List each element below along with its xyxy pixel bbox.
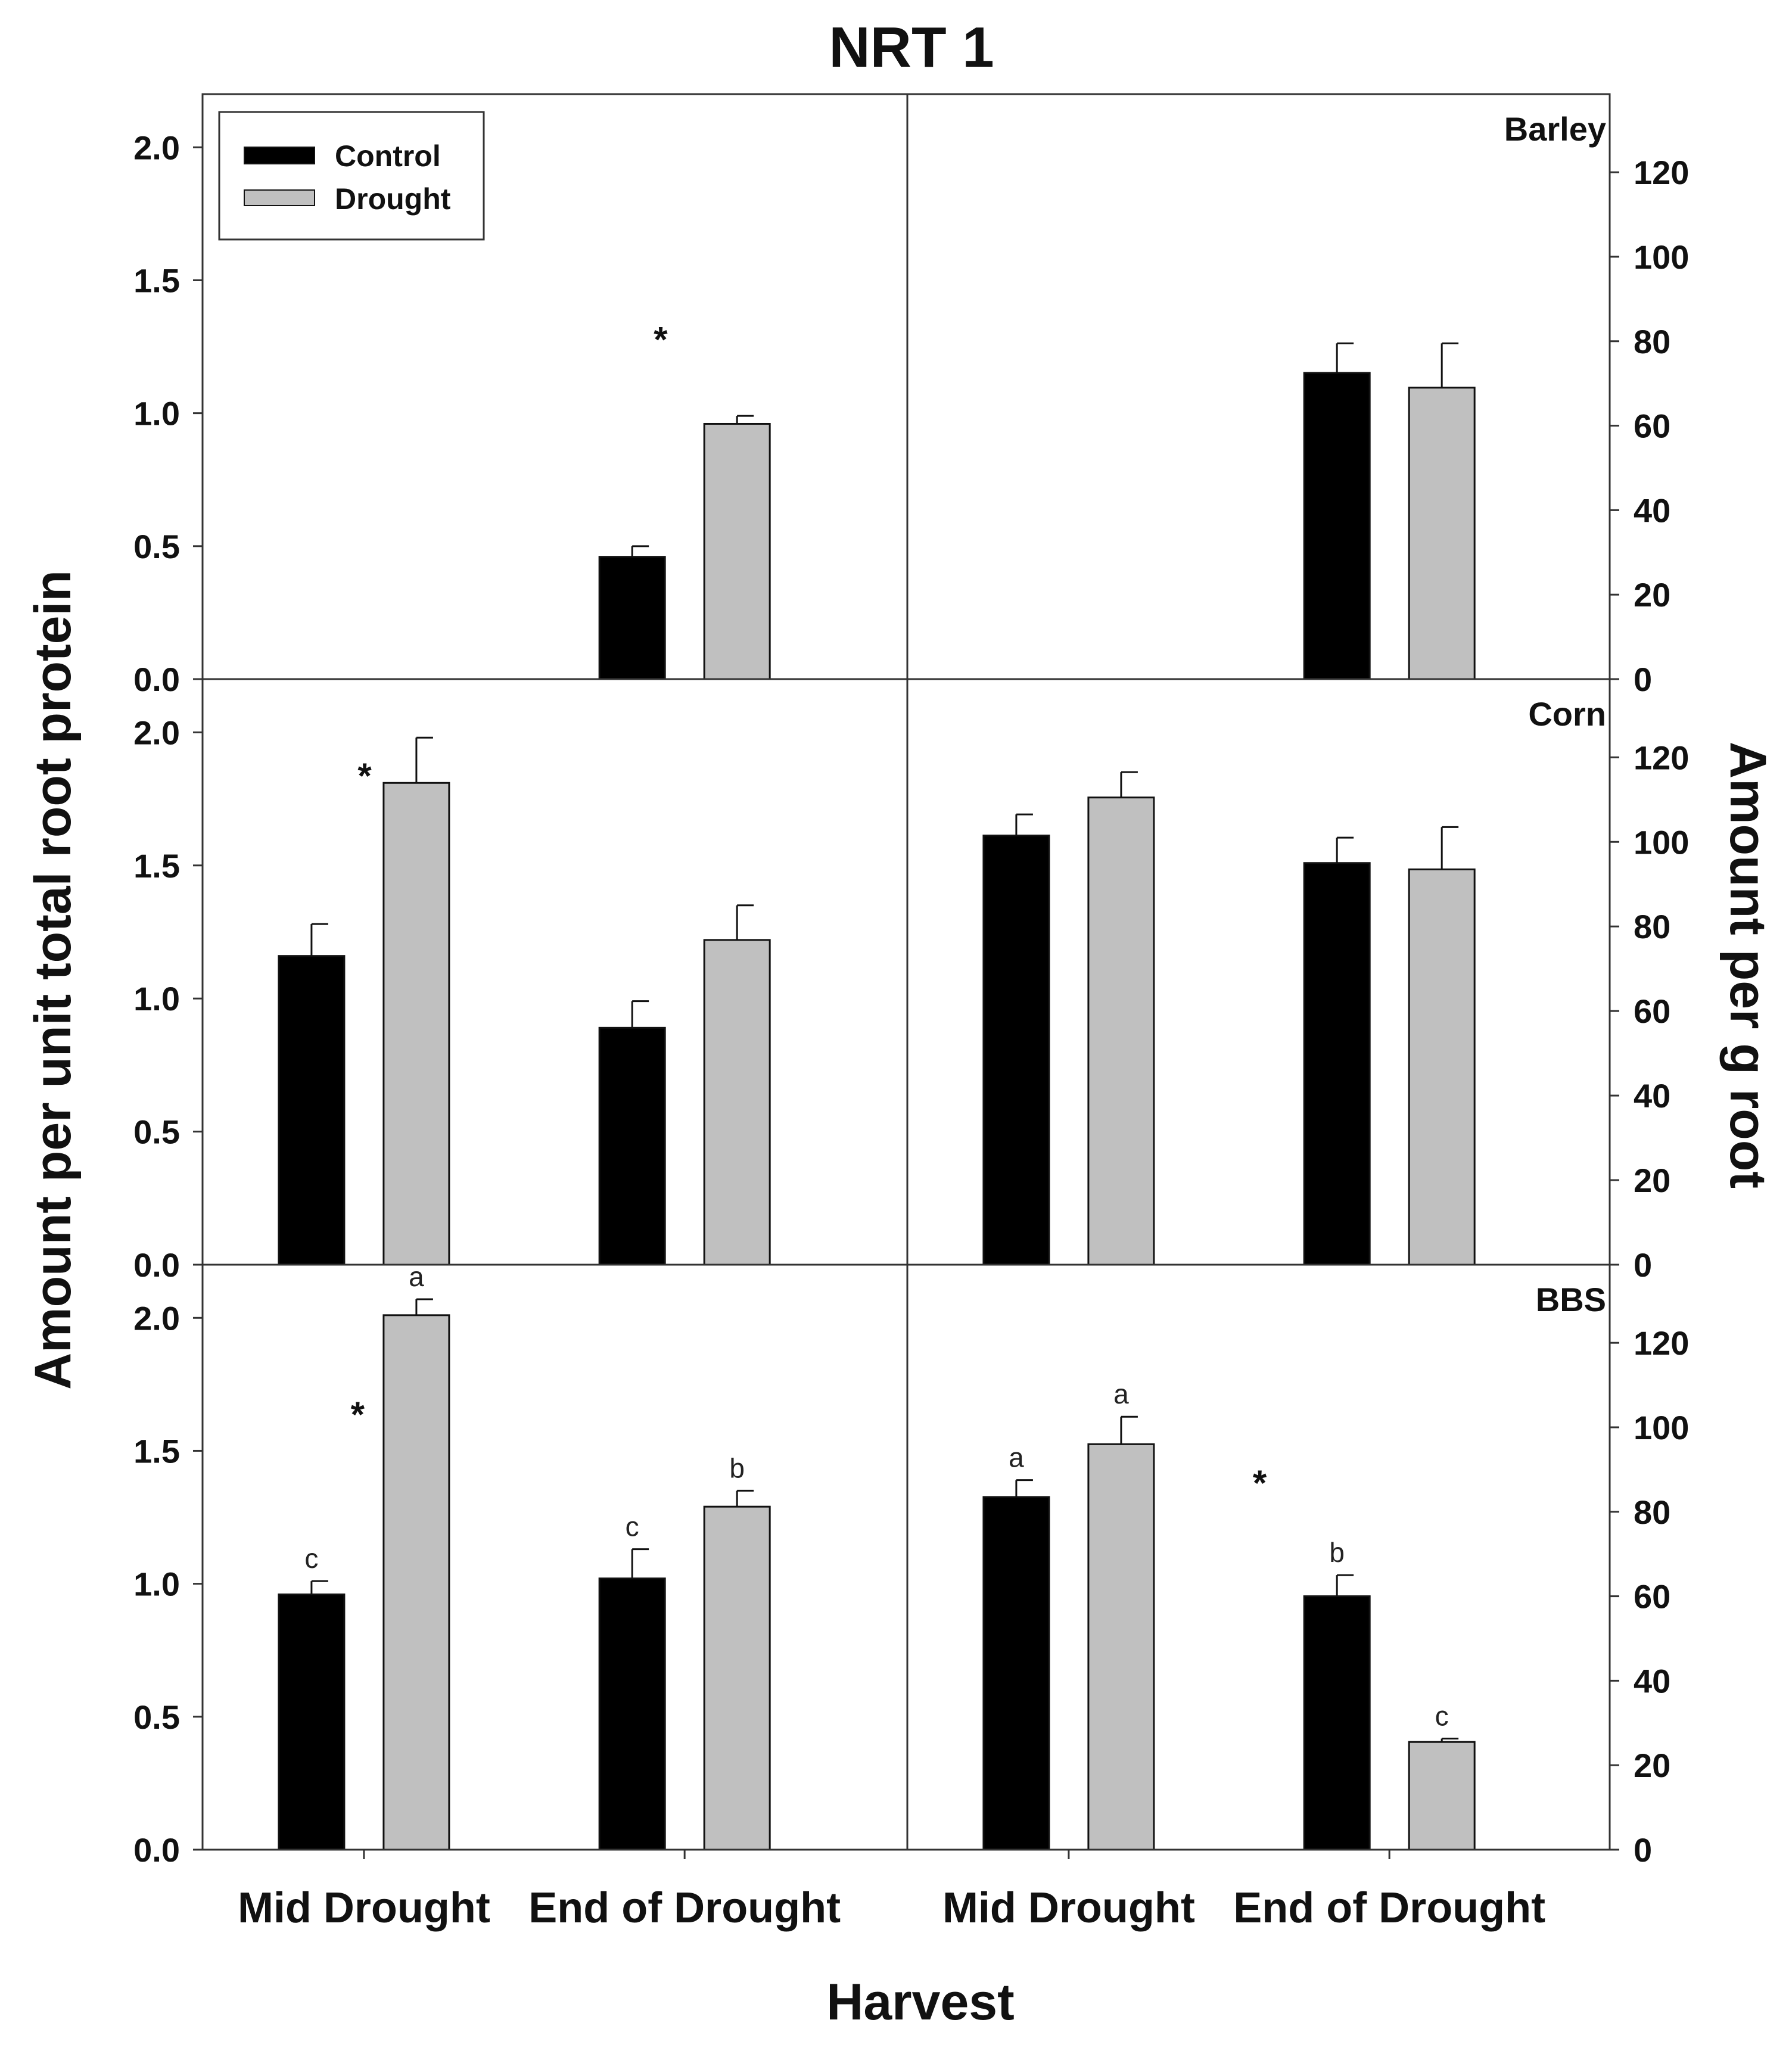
y-tick-label-left: 0.0: [133, 1246, 180, 1284]
y-tick-label-right: 120: [1634, 154, 1689, 191]
y-tick-label-left: 0.0: [133, 661, 180, 698]
y-tick-label-right: 0: [1634, 661, 1652, 698]
y-tick-label-right: 120: [1634, 739, 1689, 776]
legend-swatch-drought: [244, 189, 315, 206]
bar-bbs-right-control-0: [982, 1496, 1050, 1851]
y-tick-label-left: 0.5: [133, 1698, 180, 1736]
bar-corn-left-control-0: [278, 955, 346, 1266]
legend-swatch-control: [244, 147, 315, 164]
legend: Control Drought: [218, 111, 485, 241]
legend-box: [218, 111, 485, 241]
significance-asterisk: *: [351, 1395, 365, 1434]
y-tick-label-right: 60: [1634, 1578, 1670, 1616]
bar-bbs-right-drought-0: [1087, 1443, 1155, 1851]
bar-barley-left-control-1: [598, 556, 666, 680]
x-category-label: End of Drought: [528, 1884, 841, 1932]
legend-label-control: Control: [335, 139, 441, 173]
bar-bbs-left-drought-1: [703, 1505, 771, 1851]
y-axis-title-left: Amount per unit total root protein: [24, 570, 82, 1390]
significance-letter: a: [1113, 1378, 1129, 1409]
y-tick-label-right: 40: [1634, 1077, 1670, 1115]
y-tick-label-left: 0.0: [133, 1831, 180, 1869]
y-tick-label-right: 0: [1634, 1246, 1652, 1284]
significance-asterisk: *: [654, 320, 668, 360]
y-tick-label-right: 80: [1634, 908, 1670, 945]
bar-corn-left-drought-0: [382, 782, 450, 1266]
panel-label-bbs: BBS: [1536, 1281, 1606, 1318]
y-tick-label-left: 0.5: [133, 528, 180, 565]
y-tick-label-left: 1.0: [133, 395, 180, 432]
y-tick-label-right: 120: [1634, 1324, 1689, 1362]
significance-letter: a: [1009, 1442, 1024, 1473]
bar-corn-right-drought-1: [1408, 868, 1476, 1266]
plot-frame: [201, 93, 1611, 1851]
y-tick-label-left: 2.0: [133, 714, 180, 751]
bar-corn-right-control-0: [982, 835, 1050, 1266]
bar-corn-left-control-1: [598, 1026, 666, 1266]
y-tick-label-right: 20: [1634, 1162, 1670, 1199]
bar-bbs-left-drought-0: [382, 1314, 450, 1851]
bar-corn-right-control-1: [1303, 862, 1371, 1266]
y-tick-label-right: 80: [1634, 323, 1670, 360]
y-tick-label-right: 100: [1634, 238, 1689, 276]
y-tick-label-left: 1.5: [133, 1432, 180, 1470]
y-tick-label-left: 0.5: [133, 1113, 180, 1151]
y-tick-label-right: 80: [1634, 1493, 1670, 1531]
significance-letter: c: [304, 1543, 318, 1574]
y-tick-label-right: 40: [1634, 1662, 1670, 1700]
significance-letter: b: [729, 1452, 745, 1483]
bar-barley-left-drought-1: [703, 422, 771, 680]
x-category-label: End of Drought: [1233, 1884, 1545, 1932]
legend-label-drought: Drought: [335, 182, 451, 216]
y-tick-label-right: 60: [1634, 407, 1670, 445]
x-category-label: Mid Drought: [942, 1884, 1195, 1932]
y-tick-label-left: 1.5: [133, 262, 180, 299]
bar-corn-left-drought-1: [703, 939, 771, 1266]
bar-bbs-left-control-0: [278, 1593, 346, 1851]
panel-label-corn: Corn: [1528, 695, 1606, 733]
significance-letter: b: [1329, 1537, 1345, 1568]
bar-corn-right-drought-0: [1087, 796, 1155, 1266]
y-tick-label-right: 60: [1634, 992, 1670, 1030]
significance-asterisk: *: [357, 756, 372, 796]
bar-bbs-right-drought-1: [1408, 1741, 1476, 1851]
y-tick-label-right: 20: [1634, 576, 1670, 614]
panel-label-barley: Barley: [1504, 110, 1606, 148]
y-tick-label-right: 20: [1634, 1747, 1670, 1784]
chart-title: NRT 1: [829, 15, 994, 79]
y-tick-label-left: 2.0: [133, 129, 180, 166]
y-tick-label-right: 0: [1634, 1831, 1652, 1869]
y-tick-label-left: 1.5: [133, 847, 180, 885]
bar-barley-right-drought-1: [1408, 387, 1476, 680]
x-category-label: Mid Drought: [238, 1884, 490, 1932]
significance-letter: c: [1435, 1701, 1449, 1732]
y-tick-label-right: 100: [1634, 1409, 1689, 1446]
significance-letter: c: [626, 1511, 639, 1542]
y-tick-label-right: 100: [1634, 823, 1689, 861]
x-axis-title: Harvest: [826, 1974, 1015, 2031]
significance-asterisk: *: [1253, 1463, 1267, 1503]
significance-letter: a: [409, 1261, 424, 1292]
bar-bbs-right-control-1: [1303, 1595, 1371, 1851]
bar-barley-right-control-1: [1303, 372, 1371, 680]
y-tick-label-left: 2.0: [133, 1299, 180, 1337]
plot-area: * 0.0 0.5 1.0 1.5 2.0 Barley 0 20 40 60 80 100 120 * 0.…: [133, 93, 1689, 1932]
y-tick-label-right: 40: [1634, 491, 1670, 529]
y-tick-label-left: 1.0: [133, 1566, 180, 1603]
y-axis-title-right: Amount per g root: [1719, 742, 1777, 1188]
bar-bbs-left-control-1: [598, 1577, 666, 1851]
y-tick-label-left: 1.0: [133, 980, 180, 1017]
